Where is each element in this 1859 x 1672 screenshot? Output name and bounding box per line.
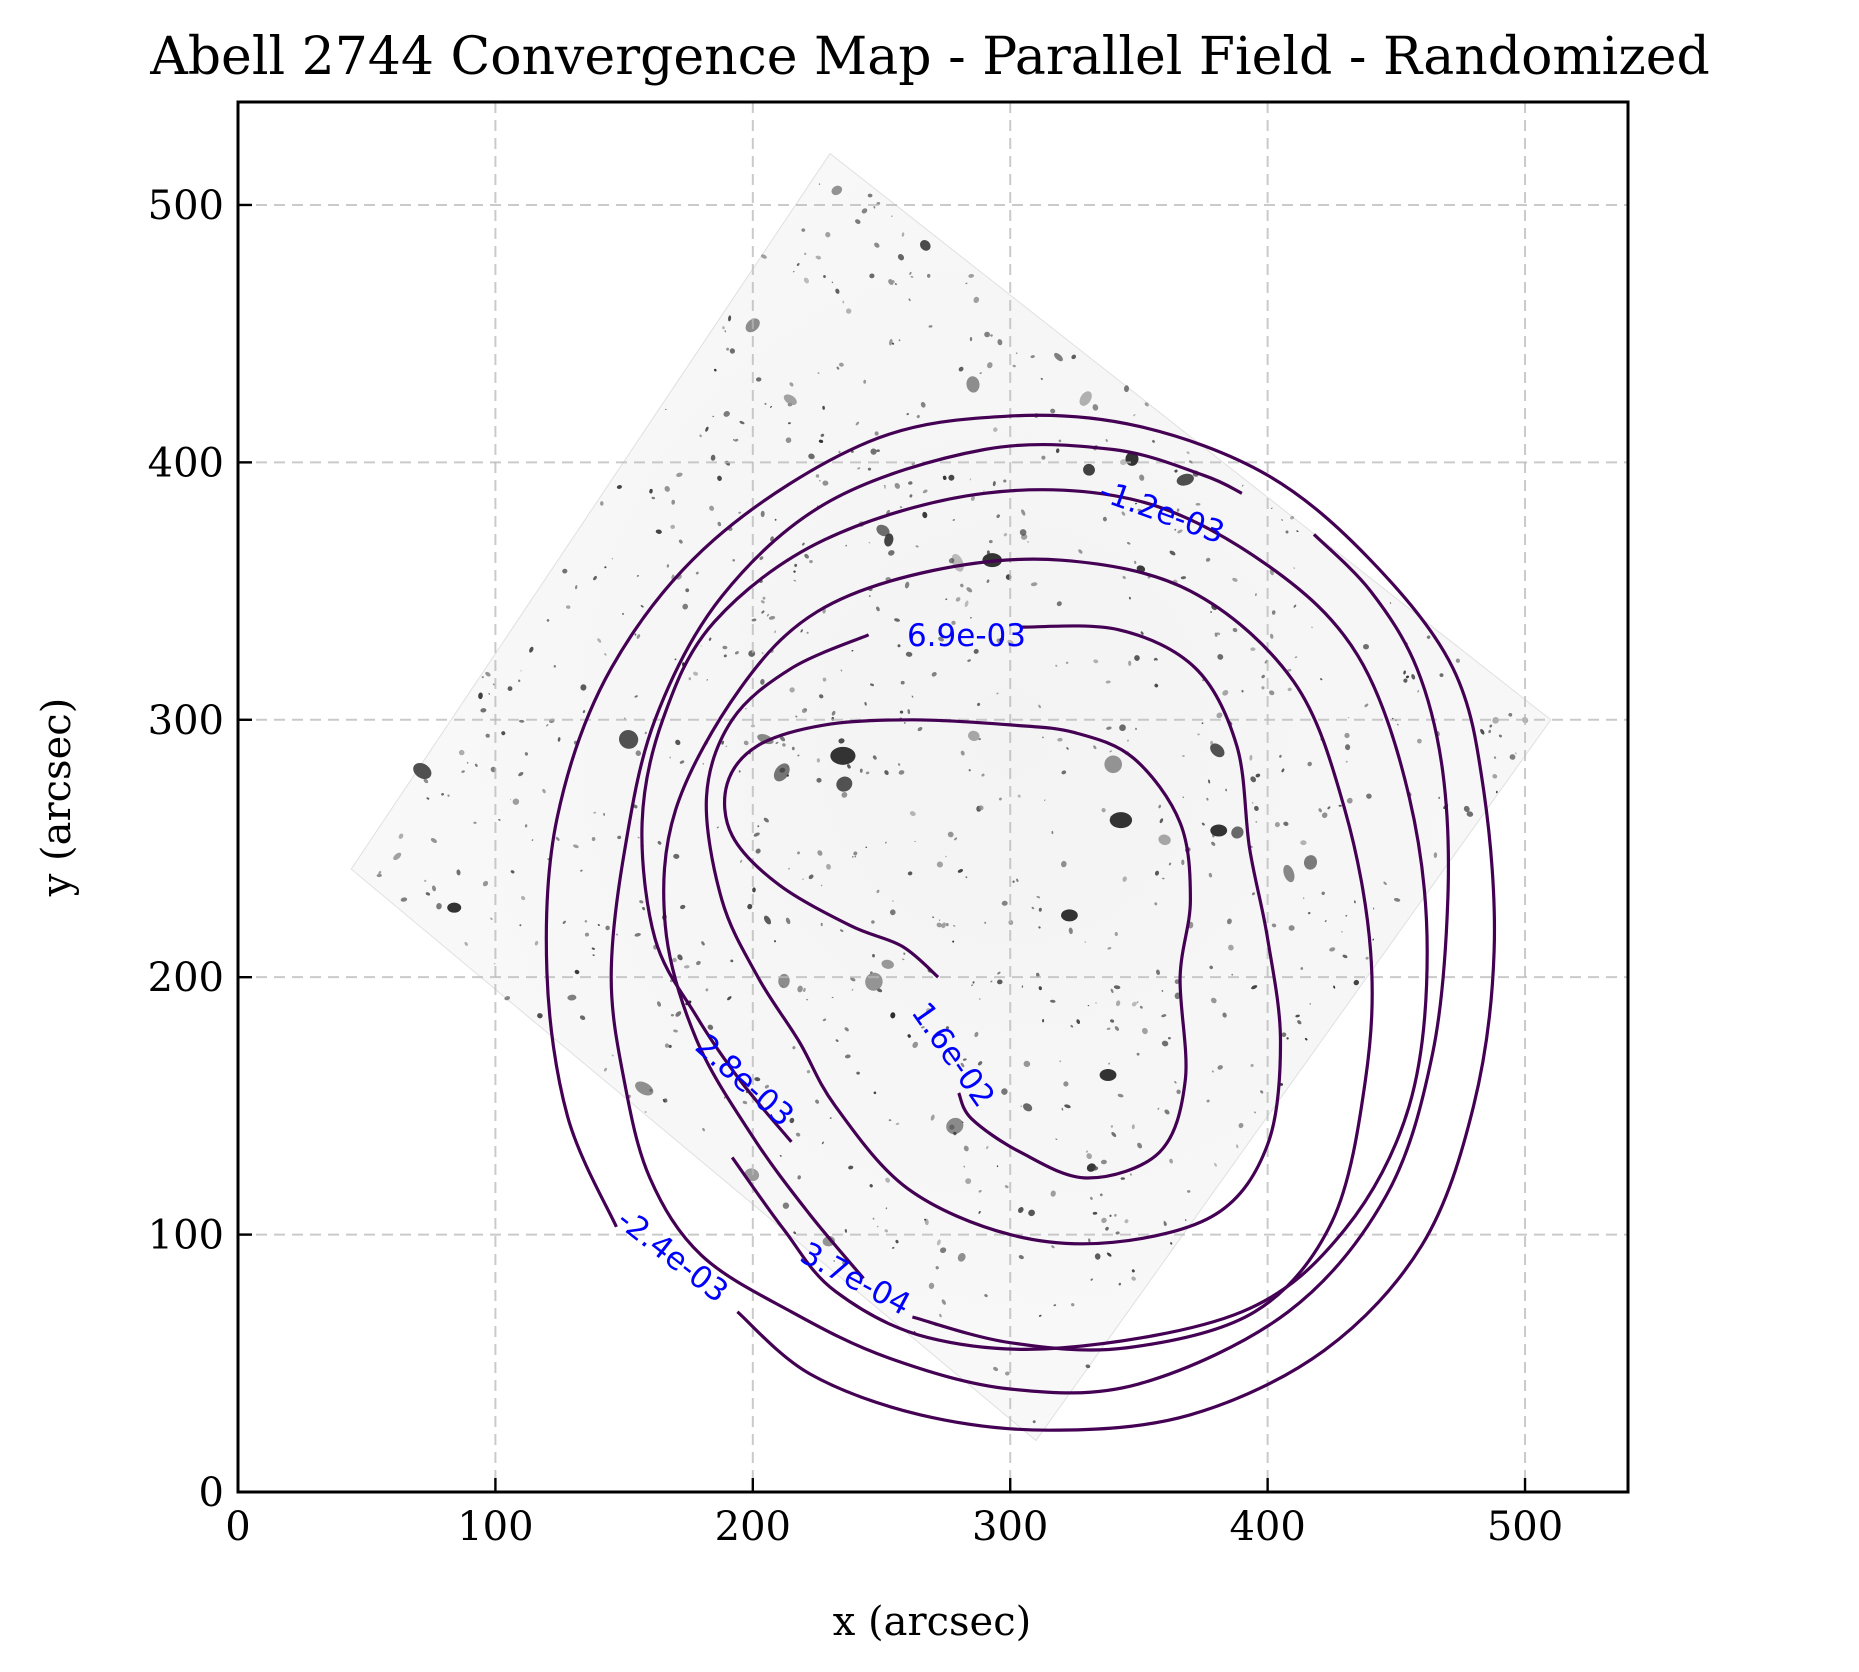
bright-galaxy bbox=[1061, 909, 1078, 922]
axis-ticks: 0 100 200 300 400 500 0 100 200 300 400 500 bbox=[148, 183, 1564, 1550]
contour-line bbox=[704, 624, 1283, 1246]
y-tick-label: 500 bbox=[148, 183, 224, 229]
chart-title: Abell 2744 Convergence Map - Parallel Fi… bbox=[149, 27, 1710, 87]
x-tick-label: 500 bbox=[1487, 1504, 1563, 1550]
bright-galaxy bbox=[1099, 1069, 1117, 1081]
x-tick-label: 0 bbox=[225, 1504, 250, 1550]
x-axis-label: x (arcsec) bbox=[833, 1599, 1031, 1645]
bright-galaxy bbox=[447, 902, 462, 913]
x-tick-label: 300 bbox=[972, 1504, 1048, 1550]
y-tick-label: 0 bbox=[199, 1470, 224, 1516]
contour-label: 6.9e-03 bbox=[907, 618, 1026, 654]
contour-lines bbox=[544, 413, 1497, 1432]
x-tick-label: 400 bbox=[1229, 1504, 1305, 1550]
plot-frame bbox=[236, 100, 1630, 1494]
y-axis-label: y (arcsec) bbox=[34, 698, 80, 898]
bright-galaxy bbox=[830, 746, 856, 765]
contour-line bbox=[640, 488, 1429, 1351]
field-footprint bbox=[350, 152, 1552, 1442]
y-tick-label: 200 bbox=[148, 955, 224, 1001]
y-tick-label: 400 bbox=[148, 440, 224, 486]
field-image bbox=[350, 152, 1552, 1442]
bright-galaxy bbox=[1210, 824, 1228, 837]
contour-line bbox=[544, 413, 1497, 1432]
contour-line bbox=[609, 442, 1451, 1395]
x-tick-label: 100 bbox=[457, 1504, 533, 1550]
y-tick-label: 100 bbox=[148, 1213, 224, 1259]
y-tick-label: 300 bbox=[148, 698, 224, 744]
contour-line bbox=[722, 718, 1193, 1180]
x-tick-label: 200 bbox=[715, 1504, 791, 1550]
bright-galaxy bbox=[1109, 812, 1133, 829]
